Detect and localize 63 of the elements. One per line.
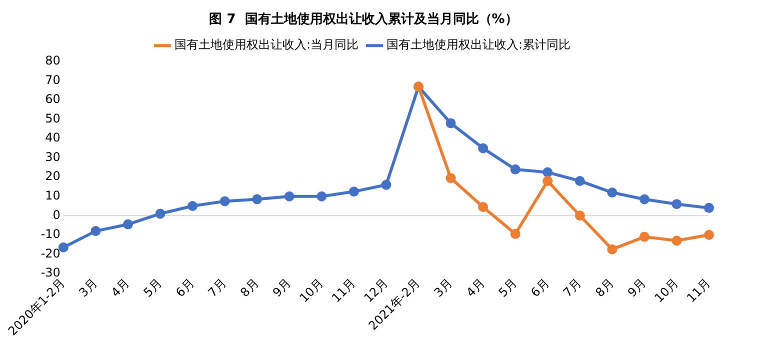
- point: [252, 194, 262, 204]
- point: [90, 226, 101, 236]
- x-tick-label: 6月: [528, 276, 552, 300]
- x-tick-label: 5月: [496, 276, 520, 300]
- chart-title: 图 7 国有土地使用权出让收入累计及当月同比（%）: [209, 11, 518, 28]
- point: [672, 199, 682, 210]
- x-tick-label: 5月: [140, 276, 165, 300]
- point: [58, 242, 68, 252]
- legend-label: 国有土地使用权出让收入:当月同比: [174, 38, 359, 52]
- point: [446, 173, 456, 184]
- point: [574, 176, 585, 186]
- x-tick-label: 10月: [652, 276, 682, 306]
- y-tick-label: 10: [45, 188, 60, 203]
- point: [542, 167, 553, 178]
- point: [704, 230, 714, 240]
- y-tick-label: -30: [40, 266, 60, 280]
- x-tick-label: 11月: [684, 276, 714, 306]
- y-tick-label: 30: [45, 150, 60, 164]
- point: [220, 196, 230, 206]
- point: [704, 202, 714, 213]
- point: [639, 194, 650, 204]
- y-tick-label: 50: [45, 111, 60, 126]
- x-tick-label: 11月: [329, 276, 358, 306]
- legend-label: 国有土地使用权出让收入:累计同比: [386, 38, 571, 52]
- x-tick-label: 8月: [592, 276, 616, 300]
- point: [188, 201, 198, 212]
- x-tick-label: 4月: [464, 276, 488, 300]
- y-tick-label: 40: [45, 130, 60, 145]
- point: [381, 180, 392, 190]
- point: [510, 164, 520, 174]
- y-tick-label: 80: [45, 54, 60, 68]
- point: [574, 210, 585, 221]
- point: [542, 176, 553, 186]
- y-tick-label: 70: [45, 72, 60, 87]
- y-tick-label: 0: [52, 208, 60, 222]
- point: [155, 208, 166, 219]
- x-tick-label: 9月: [624, 276, 649, 300]
- point: [639, 232, 650, 242]
- x-tick-label: 8月: [238, 276, 262, 300]
- x-tick-label: 7月: [560, 276, 584, 300]
- x-tick-label: 10月: [296, 276, 326, 306]
- y-tick-label: -20: [40, 246, 60, 260]
- point: [672, 236, 682, 246]
- point: [284, 191, 294, 202]
- x-tick-label: 3月: [76, 276, 100, 300]
- point: [510, 228, 520, 239]
- x-tick-label: 6月: [173, 276, 197, 300]
- point: [607, 244, 618, 254]
- x-tick-label: 9月: [270, 276, 294, 300]
- y-tick-label: 60: [45, 92, 60, 106]
- y-tick-label: -10: [40, 227, 60, 242]
- y-tick-label: 20: [45, 169, 60, 184]
- point: [478, 202, 488, 212]
- x-tick-label: 4月: [108, 276, 132, 300]
- point: [316, 191, 327, 202]
- point: [122, 219, 133, 230]
- point: [446, 118, 456, 128]
- x-tick-label: 12月: [361, 276, 391, 306]
- x-tick-label: 7月: [205, 276, 230, 300]
- point: [348, 186, 359, 197]
- point: [478, 143, 488, 154]
- point: [607, 188, 618, 198]
- x-tick-label: 3月: [431, 276, 456, 300]
